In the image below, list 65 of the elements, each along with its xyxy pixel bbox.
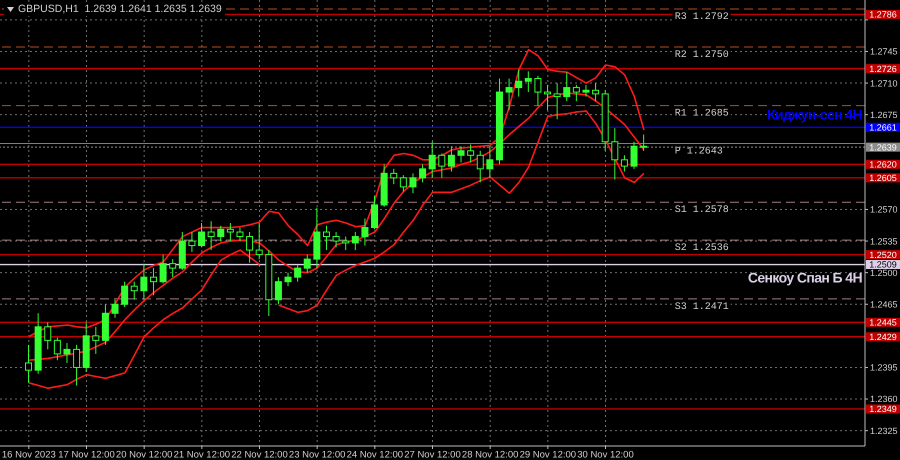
x-tick-label: 28 Nov 12:00 <box>462 450 518 460</box>
ref-line-label: 1.2726 <box>869 64 897 74</box>
ref-line-label: 1.2605 <box>869 173 897 184</box>
ref-line-label: 1.2786 <box>869 10 897 20</box>
ref-line-label: 1.2445 <box>869 318 897 328</box>
ref-line-label: R2 1.2750 <box>674 50 729 61</box>
y-tick-label: 1.2710 <box>870 78 898 88</box>
candlestick <box>313 207 320 269</box>
annotation: Сенкоу Спан Б 4H <box>748 270 862 286</box>
candlestick <box>208 220 215 251</box>
candlestick <box>25 344 32 384</box>
ref-line-label: 1.2429 <box>869 332 897 342</box>
candlestick <box>361 218 368 246</box>
chart-title: GBPUSD,H1 1.2639 1.2641 1.2635 1.2639 <box>18 3 222 15</box>
ref-line-label: S1 1.2578 <box>674 205 729 216</box>
x-tick-label: 23 Nov 12:00 <box>288 450 346 460</box>
y-tick-label: 1.2570 <box>870 204 898 215</box>
x-tick-label: 29 Nov 12:00 <box>520 450 576 460</box>
ref-line-label: 1.2639 <box>869 142 897 152</box>
candlestick <box>544 84 552 111</box>
y-tick-label: 1.2325 <box>870 426 898 436</box>
y-tick-label: 1.2360 <box>870 394 898 404</box>
candlestick <box>150 268 157 296</box>
x-tick-label: 27 Nov 12:00 <box>404 450 461 460</box>
ref-line-label: R1 1.2685 <box>674 108 729 120</box>
x-tick-label: 16 Nov 2023 <box>2 450 56 460</box>
candlestick <box>611 128 618 180</box>
candlestick <box>524 70 532 93</box>
x-tick-label: 24 Nov 12:00 <box>346 450 404 460</box>
y-tick-label: 1.2535 <box>870 236 898 246</box>
candlestick <box>140 263 148 300</box>
candlestick <box>63 342 70 364</box>
ref-line-label: 1.2520 <box>869 250 897 260</box>
ref-line-label: S2 1.2536 <box>674 243 729 254</box>
x-tick-label: 17 Nov 12:00 <box>58 450 115 460</box>
candlestick <box>34 312 42 374</box>
candlestick <box>486 146 494 178</box>
ref-line-label: 1.2349 <box>869 404 897 414</box>
annotation: Киджун-сен 4H <box>767 106 862 122</box>
y-tick-label: 1.2395 <box>870 362 898 373</box>
candlestick <box>592 82 600 102</box>
ref-line-label: 1.2509 <box>869 260 897 270</box>
x-tick-label: 21 Nov 12:00 <box>174 450 230 460</box>
candlestick <box>322 225 330 251</box>
y-tick-label: 1.2675 <box>870 110 898 120</box>
ref-line-label: 1.2661 <box>869 122 897 132</box>
candlestick <box>448 146 455 172</box>
candlestick <box>554 82 561 120</box>
x-tick-label: 22 Nov 12:00 <box>231 450 288 460</box>
y-tick-label: 1.2500 <box>870 268 898 278</box>
candlestick <box>515 69 522 98</box>
y-tick-label: 1.2465 <box>870 299 898 310</box>
candlestick <box>630 141 638 170</box>
candlestick <box>467 144 474 164</box>
ref-line-label: R3 1.2792 <box>674 12 729 24</box>
x-tick-label: 30 Nov 12:00 <box>577 450 634 460</box>
candlestick <box>188 232 196 252</box>
candlestick <box>92 326 100 354</box>
candlestick <box>226 222 234 242</box>
candlestick <box>428 141 436 178</box>
x-tick-label: 20 Nov 12:00 <box>116 450 172 460</box>
ref-line-label: 1.2620 <box>869 160 897 170</box>
y-tick-label: 1.2745 <box>870 46 898 57</box>
candlestick <box>506 78 513 111</box>
ref-line-label: S3 1.2471 <box>674 302 729 313</box>
